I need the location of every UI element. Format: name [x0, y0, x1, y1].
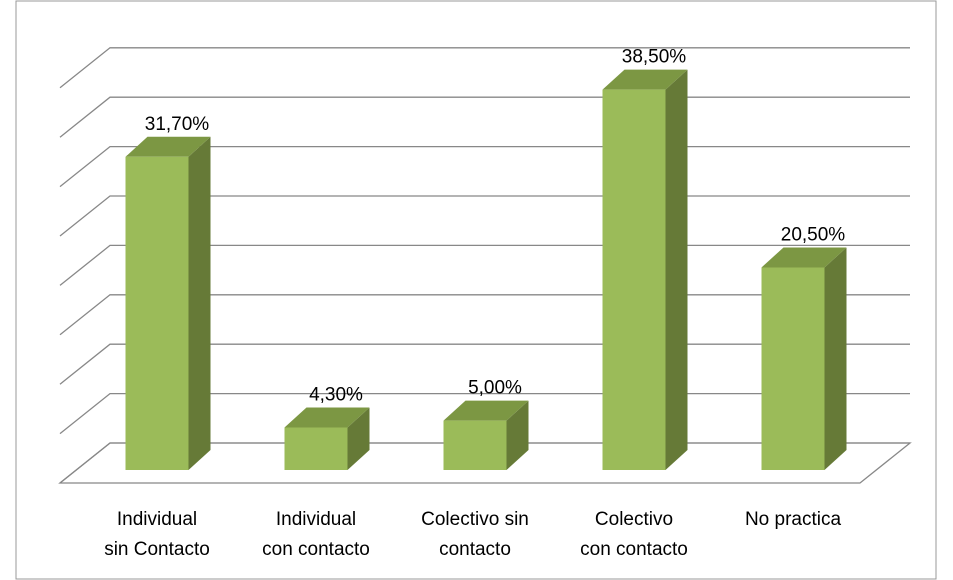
bar-side — [188, 136, 211, 470]
bar-top — [443, 400, 529, 421]
value-label: 20,50% — [781, 224, 846, 245]
bar — [443, 400, 529, 470]
x-tick-label: Individual con contacto — [262, 509, 370, 560]
value-label: 5,00% — [468, 378, 522, 399]
bar-front — [602, 89, 666, 471]
value-label: 4,30% — [309, 385, 363, 406]
x-tick-label: Individual sin Contacto — [104, 509, 210, 560]
value-label: 38,50% — [622, 47, 687, 68]
value-label: 31,70% — [145, 114, 210, 135]
bar-front — [125, 156, 189, 470]
bar-top — [125, 136, 211, 157]
x-tick-label: Colectivo sin contacto — [421, 509, 529, 560]
bar-side — [824, 247, 847, 470]
bar-top — [761, 247, 847, 268]
bar — [602, 69, 688, 471]
bar — [284, 407, 370, 470]
bar-top — [284, 407, 370, 428]
grid-line — [59, 47, 910, 89]
bar-side — [665, 69, 688, 471]
bar-side — [506, 400, 529, 470]
bar — [761, 247, 847, 470]
bar-front — [284, 427, 348, 470]
bar-front — [761, 267, 825, 470]
bar-top — [602, 69, 688, 90]
bar — [125, 136, 211, 470]
x-tick-label: No practica — [744, 509, 842, 530]
bar-front — [443, 420, 507, 470]
x-tick-label: Colectivo con contacto — [580, 509, 688, 560]
bar-side — [347, 407, 370, 470]
